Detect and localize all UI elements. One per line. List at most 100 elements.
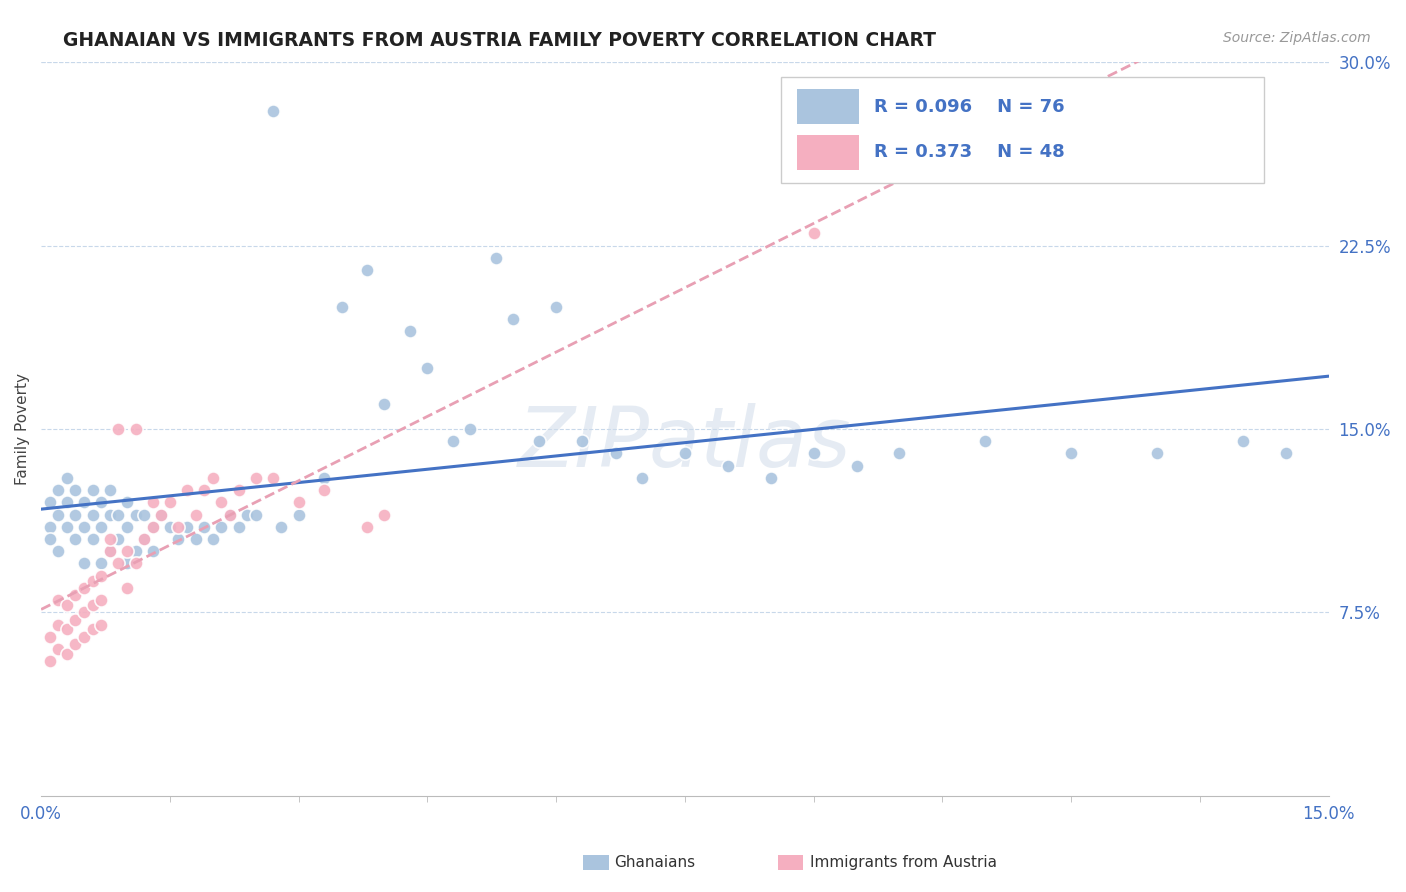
Point: [142, 520, 165, 534]
Point: [159, 495, 181, 509]
Point: [65, 588, 87, 602]
Point: [209, 520, 232, 534]
Point: [132, 532, 155, 546]
Point: [65, 532, 87, 546]
Point: [132, 532, 155, 546]
Point: [717, 458, 740, 473]
Point: [527, 434, 550, 449]
Point: [115, 544, 138, 558]
Text: ZIPatlas: ZIPatlas: [517, 403, 852, 484]
Point: [142, 495, 165, 509]
Point: [314, 483, 336, 497]
Point: [287, 508, 309, 522]
Point: [193, 520, 215, 534]
Point: [124, 422, 146, 436]
Point: [176, 483, 198, 497]
Point: [167, 520, 190, 534]
Point: [107, 508, 129, 522]
Point: [82, 483, 104, 497]
Point: [46, 617, 69, 632]
Point: [159, 520, 181, 534]
Text: Immigrants from Austria: Immigrants from Austria: [810, 855, 997, 870]
Point: [56, 520, 79, 534]
Point: [167, 532, 190, 546]
Point: [73, 557, 96, 571]
Point: [262, 471, 284, 485]
Point: [73, 581, 96, 595]
Point: [90, 593, 112, 607]
Point: [373, 508, 395, 522]
Point: [90, 495, 112, 509]
Point: [115, 581, 138, 595]
Point: [65, 613, 87, 627]
Point: [1232, 434, 1254, 449]
Point: [571, 434, 593, 449]
Point: [356, 263, 378, 277]
Point: [56, 623, 79, 637]
Point: [673, 446, 696, 460]
Point: [38, 495, 60, 509]
Point: [73, 520, 96, 534]
Point: [1274, 446, 1296, 460]
Point: [73, 630, 96, 644]
Point: [90, 617, 112, 632]
Text: R = 0.096    N = 76: R = 0.096 N = 76: [875, 98, 1064, 116]
Point: [56, 471, 79, 485]
Point: [73, 605, 96, 619]
Point: [416, 360, 439, 375]
Point: [193, 483, 215, 497]
Point: [245, 508, 267, 522]
FancyBboxPatch shape: [782, 77, 1264, 183]
Point: [38, 630, 60, 644]
Point: [889, 446, 911, 460]
Point: [115, 495, 138, 509]
Point: [132, 508, 155, 522]
Point: [46, 483, 69, 497]
Point: [98, 508, 121, 522]
Text: R = 0.373    N = 48: R = 0.373 N = 48: [875, 144, 1064, 161]
Point: [184, 508, 207, 522]
Point: [287, 495, 309, 509]
Point: [546, 300, 568, 314]
Point: [56, 647, 79, 661]
Point: [356, 520, 378, 534]
Point: [98, 544, 121, 558]
Point: [46, 593, 69, 607]
Point: [458, 422, 481, 436]
Point: [176, 520, 198, 534]
Point: [82, 623, 104, 637]
Point: [38, 654, 60, 668]
Point: [98, 544, 121, 558]
Point: [65, 483, 87, 497]
Point: [98, 483, 121, 497]
Point: [124, 557, 146, 571]
Point: [605, 446, 627, 460]
Point: [485, 251, 508, 265]
Point: [228, 520, 250, 534]
Point: [107, 557, 129, 571]
Text: Source: ZipAtlas.com: Source: ZipAtlas.com: [1223, 31, 1371, 45]
Point: [236, 508, 259, 522]
Point: [82, 574, 104, 588]
Point: [46, 544, 69, 558]
Text: GHANAIAN VS IMMIGRANTS FROM AUSTRIA FAMILY POVERTY CORRELATION CHART: GHANAIAN VS IMMIGRANTS FROM AUSTRIA FAMI…: [63, 31, 936, 50]
Point: [631, 471, 654, 485]
Point: [56, 495, 79, 509]
Point: [845, 458, 868, 473]
Point: [228, 483, 250, 497]
Point: [82, 598, 104, 612]
Point: [759, 471, 782, 485]
Point: [219, 508, 242, 522]
Point: [150, 508, 173, 522]
Point: [115, 557, 138, 571]
Point: [1060, 446, 1083, 460]
Point: [142, 520, 165, 534]
Point: [184, 532, 207, 546]
Point: [330, 300, 353, 314]
Text: Ghanaians: Ghanaians: [614, 855, 696, 870]
Point: [107, 532, 129, 546]
Point: [124, 544, 146, 558]
Point: [82, 532, 104, 546]
Point: [245, 471, 267, 485]
Point: [142, 544, 165, 558]
